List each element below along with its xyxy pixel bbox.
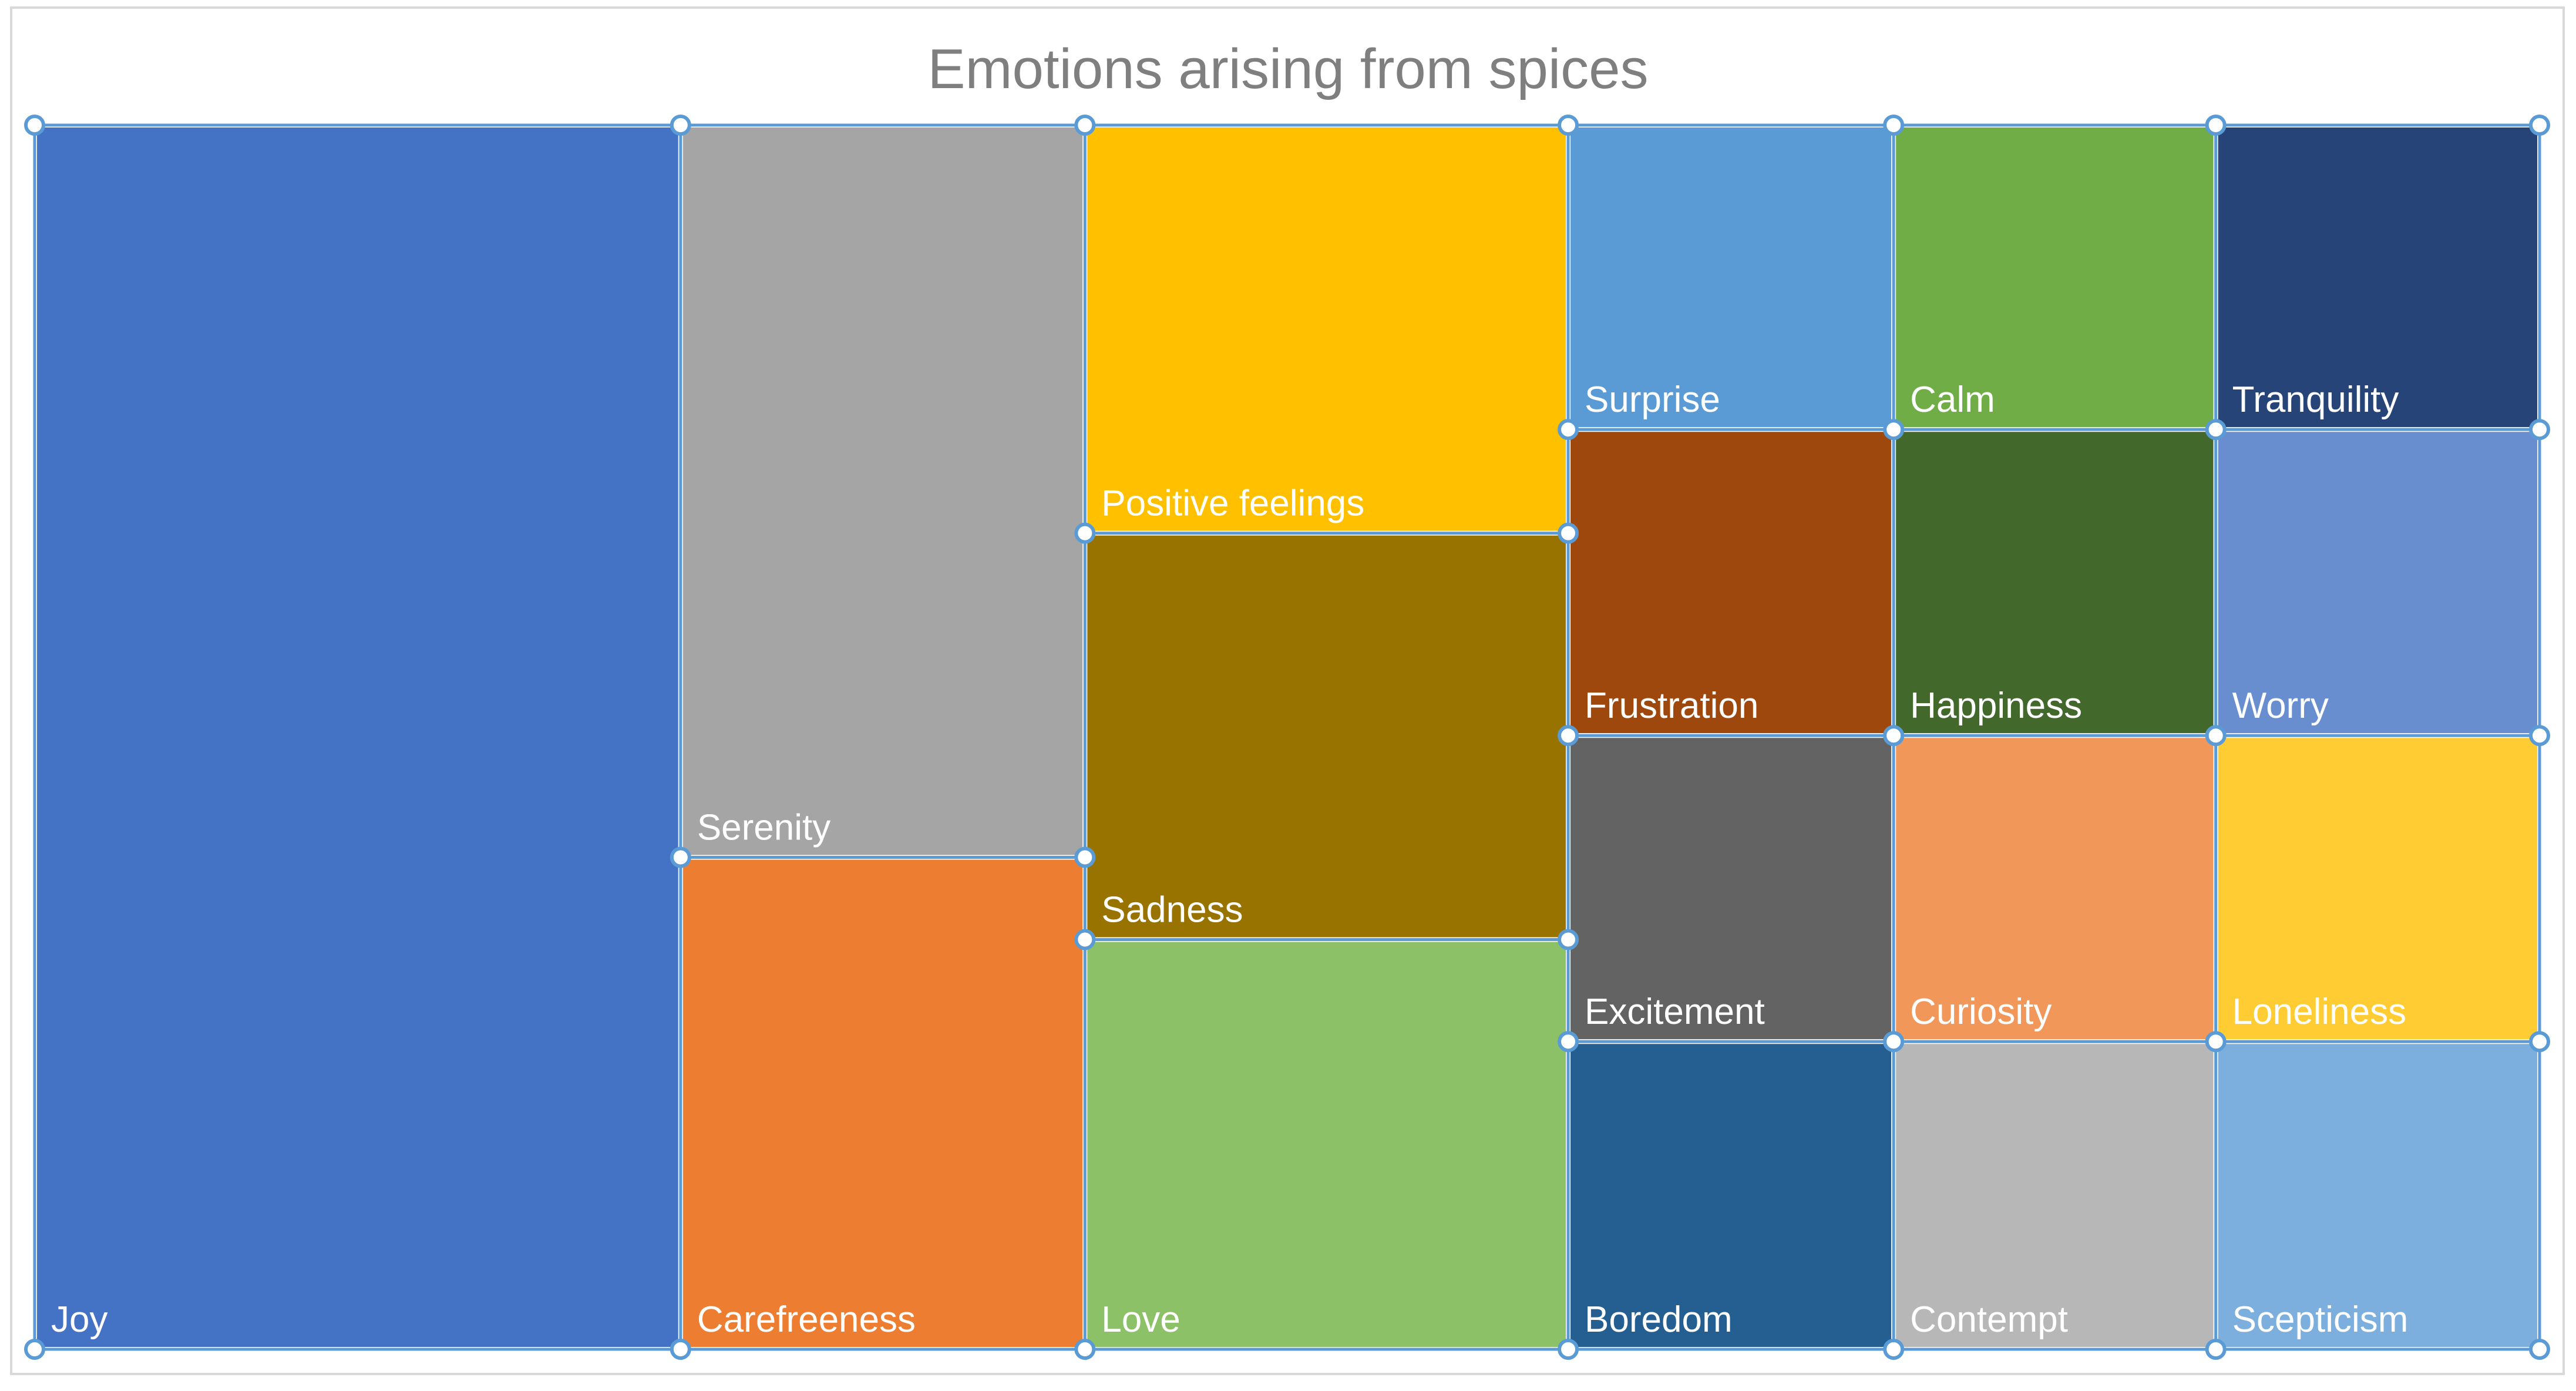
tile-rect-curiosity[interactable] — [1891, 733, 2218, 1044]
tile-rect-happiness[interactable] — [1891, 427, 2218, 738]
tile-label-sadness: Sadness — [1101, 890, 1243, 930]
tile-rect-joy[interactable] — [32, 123, 683, 1352]
treemap-tile-scepticism[interactable]: Scepticism — [2213, 1039, 2542, 1352]
selection-handle[interactable] — [1558, 115, 1579, 136]
tile-rect-serenity[interactable] — [678, 123, 1088, 860]
tile-label-happiness: Happiness — [1910, 686, 2082, 726]
chart-title: Emotions arising from spices — [927, 38, 1649, 100]
tile-label-loneliness: Loneliness — [2232, 992, 2406, 1032]
selection-handle[interactable] — [2205, 1339, 2227, 1360]
treemap-tile-frustration[interactable]: Frustration — [1566, 427, 1896, 738]
selection-handle[interactable] — [24, 115, 45, 136]
treemap-tile-tranquility[interactable]: Tranquility — [2213, 123, 2542, 432]
tile-rect-contempt[interactable] — [1891, 1039, 2218, 1352]
tile-rect-sadness[interactable] — [1082, 530, 1571, 942]
treemap-tile-contempt[interactable]: Contempt — [1891, 1039, 2218, 1352]
treemap-tile-serenity[interactable]: Serenity — [678, 123, 1088, 860]
tile-label-calm: Calm — [1910, 379, 1995, 420]
treemap-tile-sadness[interactable]: Sadness — [1082, 530, 1571, 942]
tile-label-frustration: Frustration — [1585, 686, 1758, 726]
selection-handle[interactable] — [1558, 1339, 1579, 1360]
tile-rect-surprise[interactable] — [1566, 123, 1896, 432]
tile-label-surprise: Surprise — [1585, 379, 1720, 420]
selection-handle[interactable] — [2205, 725, 2227, 747]
selection-handle[interactable] — [670, 1339, 691, 1360]
selection-handle[interactable] — [1883, 1031, 1905, 1053]
selection-handle[interactable] — [1074, 115, 1096, 136]
tile-label-carefreeness: Carefreeness — [697, 1299, 916, 1340]
tile-label-joy: Joy — [51, 1299, 107, 1340]
selection-handle[interactable] — [670, 115, 691, 136]
tile-rect-scepticism[interactable] — [2213, 1039, 2542, 1352]
treemap-tile-worry[interactable]: Worry — [2213, 427, 2542, 738]
selection-handle[interactable] — [1883, 1339, 1905, 1360]
treemap-tile-joy[interactable]: Joy — [32, 123, 683, 1352]
tile-selection-outline — [2214, 1040, 2541, 1351]
tile-rect-excitement[interactable] — [1566, 733, 1896, 1044]
treemap-tile-happiness[interactable]: Happiness — [1891, 427, 2218, 738]
treemap-tile-surprise[interactable]: Surprise — [1566, 123, 1896, 432]
selection-handle[interactable] — [2205, 115, 2227, 136]
treemap-tile-loneliness[interactable]: Loneliness — [2213, 733, 2542, 1044]
tile-rect-positive-feelings[interactable] — [1082, 123, 1571, 536]
selection-handle[interactable] — [1074, 1339, 1096, 1360]
treemap-tile-carefreeness[interactable]: Carefreeness — [678, 855, 1088, 1352]
tile-label-curiosity: Curiosity — [1910, 992, 2052, 1032]
tile-label-tranquility: Tranquility — [2232, 379, 2399, 420]
tile-label-excitement: Excitement — [1585, 992, 1765, 1032]
selection-handle[interactable] — [2529, 725, 2550, 747]
tile-label-contempt: Contempt — [1910, 1299, 2068, 1340]
selection-handle[interactable] — [2529, 1031, 2550, 1053]
treemap-tile-love[interactable]: Love — [1082, 937, 1571, 1352]
selection-handle[interactable] — [1883, 419, 1905, 441]
selection-handle[interactable] — [670, 846, 691, 868]
selection-handle[interactable] — [1074, 522, 1096, 544]
selection-handle[interactable] — [1883, 725, 1905, 747]
selection-handle[interactable] — [1074, 846, 1096, 868]
selection-handle[interactable] — [2529, 115, 2550, 136]
selection-handle[interactable] — [1558, 522, 1579, 544]
selection-handle[interactable] — [1558, 1031, 1579, 1053]
selection-handle[interactable] — [2529, 419, 2550, 441]
tile-rect-carefreeness[interactable] — [678, 855, 1088, 1352]
selection-handle[interactable] — [2529, 1339, 2550, 1360]
selection-handle[interactable] — [24, 1339, 45, 1360]
tile-rect-love[interactable] — [1082, 937, 1571, 1352]
selection-handle[interactable] — [1558, 419, 1579, 441]
selection-handle[interactable] — [1558, 929, 1579, 950]
tile-label-positive-feelings: Positive feelings — [1101, 483, 1364, 524]
tile-label-worry: Worry — [2232, 686, 2329, 726]
treemap-tile-curiosity[interactable]: Curiosity — [1891, 733, 2218, 1044]
selection-handle[interactable] — [1558, 725, 1579, 747]
tile-label-love: Love — [1101, 1299, 1180, 1340]
treemap-tile-boredom[interactable]: Boredom — [1566, 1039, 1896, 1352]
selection-handle[interactable] — [1074, 929, 1096, 950]
selection-handle[interactable] — [2205, 1031, 2227, 1053]
tile-label-serenity: Serenity — [697, 807, 830, 848]
selection-handle[interactable] — [1883, 115, 1905, 136]
treemap-tile-excitement[interactable]: Excitement — [1566, 733, 1896, 1044]
tile-label-boredom: Boredom — [1585, 1299, 1733, 1340]
treemap-tile-calm[interactable]: Calm — [1891, 123, 2218, 432]
selection-handle[interactable] — [2205, 419, 2227, 441]
treemap-tile-positive-feelings[interactable]: Positive feelings — [1082, 123, 1571, 536]
tile-label-scepticism: Scepticism — [2232, 1299, 2409, 1340]
